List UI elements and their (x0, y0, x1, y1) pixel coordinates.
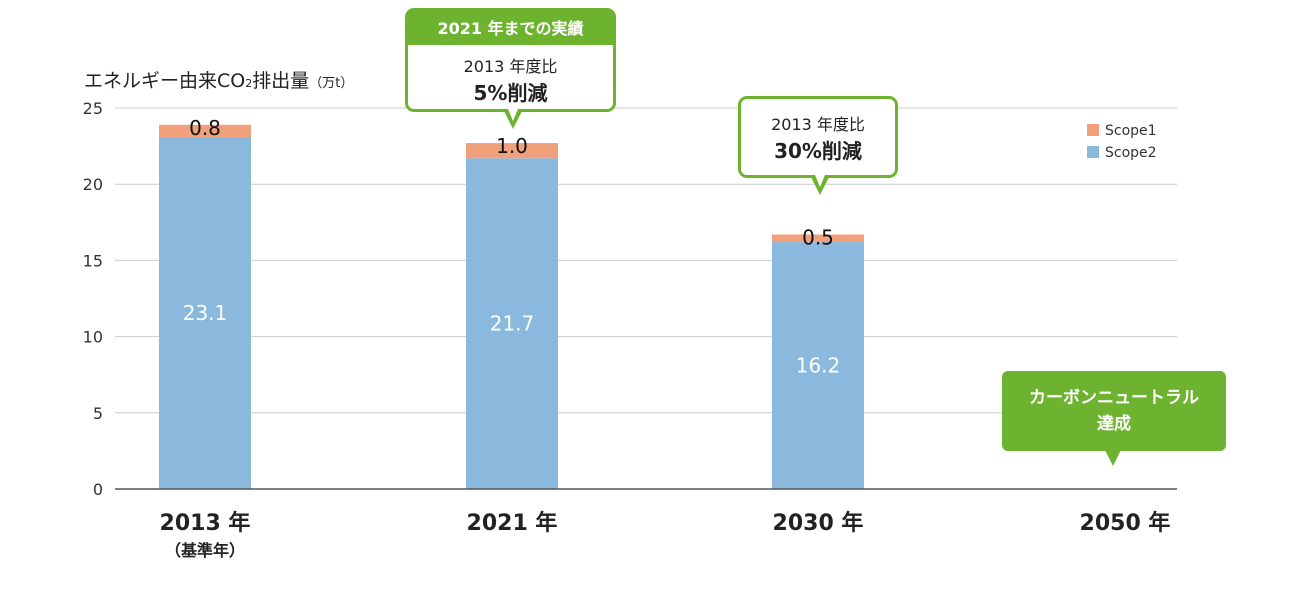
callout-2050-line2: 達成 (1097, 414, 1131, 434)
y-tick-label: 15 (83, 251, 103, 270)
y-tick-label: 20 (83, 175, 103, 194)
x-tick-label: 2021 年 (467, 510, 558, 536)
callout-2021-line1: 2013 年度比 (463, 57, 558, 76)
legend-swatch (1087, 124, 1099, 136)
data-label-scope1: 1.0 (496, 134, 528, 158)
callout-2021-tail-inner (508, 109, 518, 121)
callout-2030-line2: 30%削減 (774, 139, 862, 163)
callout-2030-line1: 2013 年度比 (771, 115, 865, 134)
callout-2021: 2021 年までの実績 2013 年度比 5%削減 (405, 8, 616, 112)
legend-label: Scope2 (1105, 145, 1157, 161)
y-tick-label: 5 (93, 404, 103, 423)
y-tick-label: 10 (83, 328, 103, 347)
bar-scope2 (466, 158, 558, 490)
bar-scope1 (772, 234, 864, 243)
data-label-scope1: 0.8 (189, 116, 221, 140)
y-tick-label: 0 (93, 480, 103, 499)
callout-2050-line1: カーボンニュートラル (1029, 388, 1199, 408)
legend-swatch (1087, 146, 1099, 158)
data-label-scope2: 23.1 (183, 301, 228, 325)
y-tick-label: 25 (83, 99, 103, 118)
callout-2050: カーボンニュートラル 達成 (1002, 371, 1226, 451)
legend-label: Scope1 (1105, 123, 1157, 139)
x-tick-label: 2030 年 (773, 510, 864, 536)
callout-2021-head: 2021 年までの実績 (408, 11, 613, 45)
callout-2030-tail-inner (815, 175, 825, 187)
bar-scope2 (159, 136, 251, 489)
callout-2021-line2: 5%削減 (473, 81, 548, 105)
callout-2030: 2013 年度比 30%削減 (738, 96, 898, 178)
callout-2050-tail (1105, 450, 1121, 466)
x-tick-label: 2013 年 (160, 510, 251, 536)
bar-scope1 (466, 143, 558, 159)
data-label-scope1: 0.5 (802, 225, 834, 249)
data-label-scope2: 16.2 (796, 354, 841, 378)
data-label-scope2: 21.7 (490, 312, 535, 336)
y-axis-label: エネルギー由来CO2排出量（万t） (84, 70, 354, 92)
x-tick-label: 2050 年 (1080, 510, 1171, 536)
x-tick-sublabel: （基準年） (165, 541, 245, 560)
bar-scope1 (159, 124, 251, 137)
bar-scope2 (772, 242, 864, 489)
